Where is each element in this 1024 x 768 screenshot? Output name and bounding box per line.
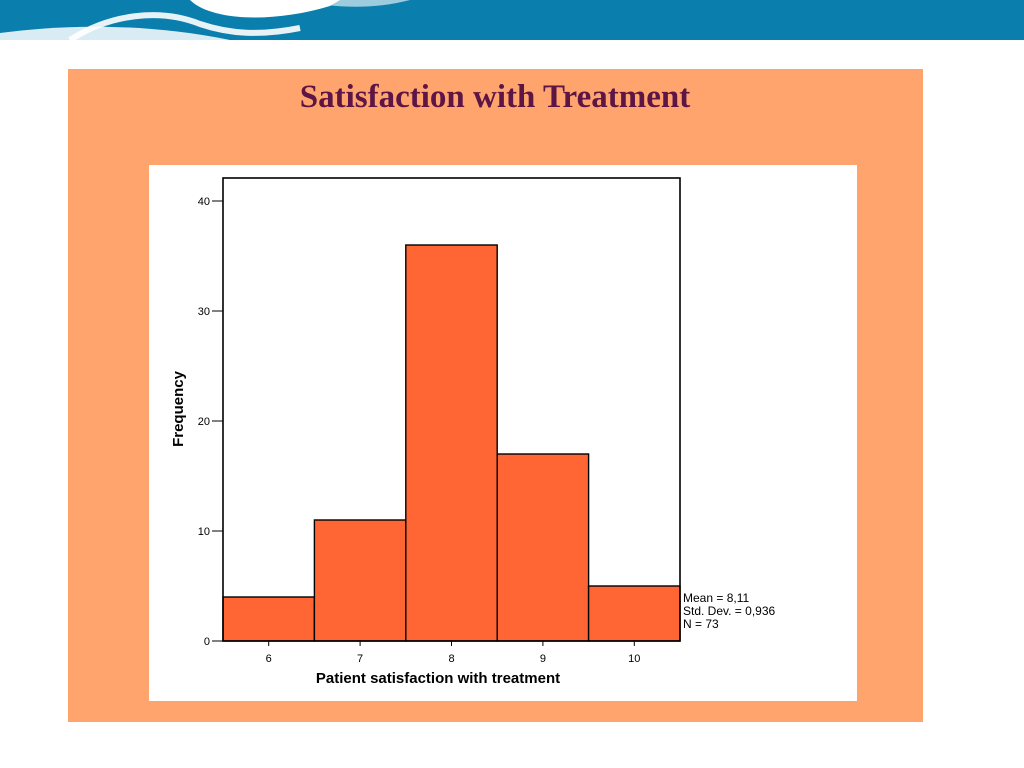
histogram-chart: 0 10 20 30 40 6 7 8 9 10 Patient satisfaction wi…: [170, 177, 775, 687]
x-tick-label: 6: [266, 653, 272, 665]
banner-wave-decoration: [0, 0, 410, 40]
x-tick-label: 8: [448, 653, 454, 665]
slide-title: Satisfaction with Treatment: [299, 79, 691, 115]
y-ticks: 0 10 20 30 40: [198, 196, 223, 648]
stats-box: Mean = 8,11 Std. Dev. = 0,936 N = 73: [683, 591, 775, 631]
x-axis-title: Patient satisfaction with treatment: [316, 670, 560, 687]
x-tick-label: 9: [540, 653, 546, 665]
bar-10: [587, 585, 681, 642]
x-tick-label: 7: [357, 653, 363, 665]
y-tick-label: 10: [198, 526, 210, 538]
top-banner: [0, 0, 1024, 40]
y-tick-label: 0: [204, 636, 210, 648]
bars-layer: [222, 244, 681, 642]
x-tick-label: 10: [628, 653, 640, 665]
y-axis-title: Frequency: [170, 370, 187, 447]
stat-std-dev: Std. Dev. = 0,936: [683, 604, 775, 618]
y-tick-label: 30: [198, 306, 210, 318]
stat-n: N = 73: [683, 617, 719, 631]
bar-8: [405, 244, 498, 642]
chart-card: 0 10 20 30 40 6 7 8 9 10 Patient satisfaction wi…: [149, 165, 857, 701]
stat-mean: Mean = 8,11: [683, 591, 749, 605]
y-tick-label: 40: [198, 196, 210, 208]
bar-6: [222, 596, 316, 642]
bar-9: [496, 453, 590, 642]
x-ticks: 6 7 8 9 10: [266, 641, 640, 665]
y-tick-label: 20: [198, 416, 210, 428]
bar-7: [313, 519, 407, 642]
